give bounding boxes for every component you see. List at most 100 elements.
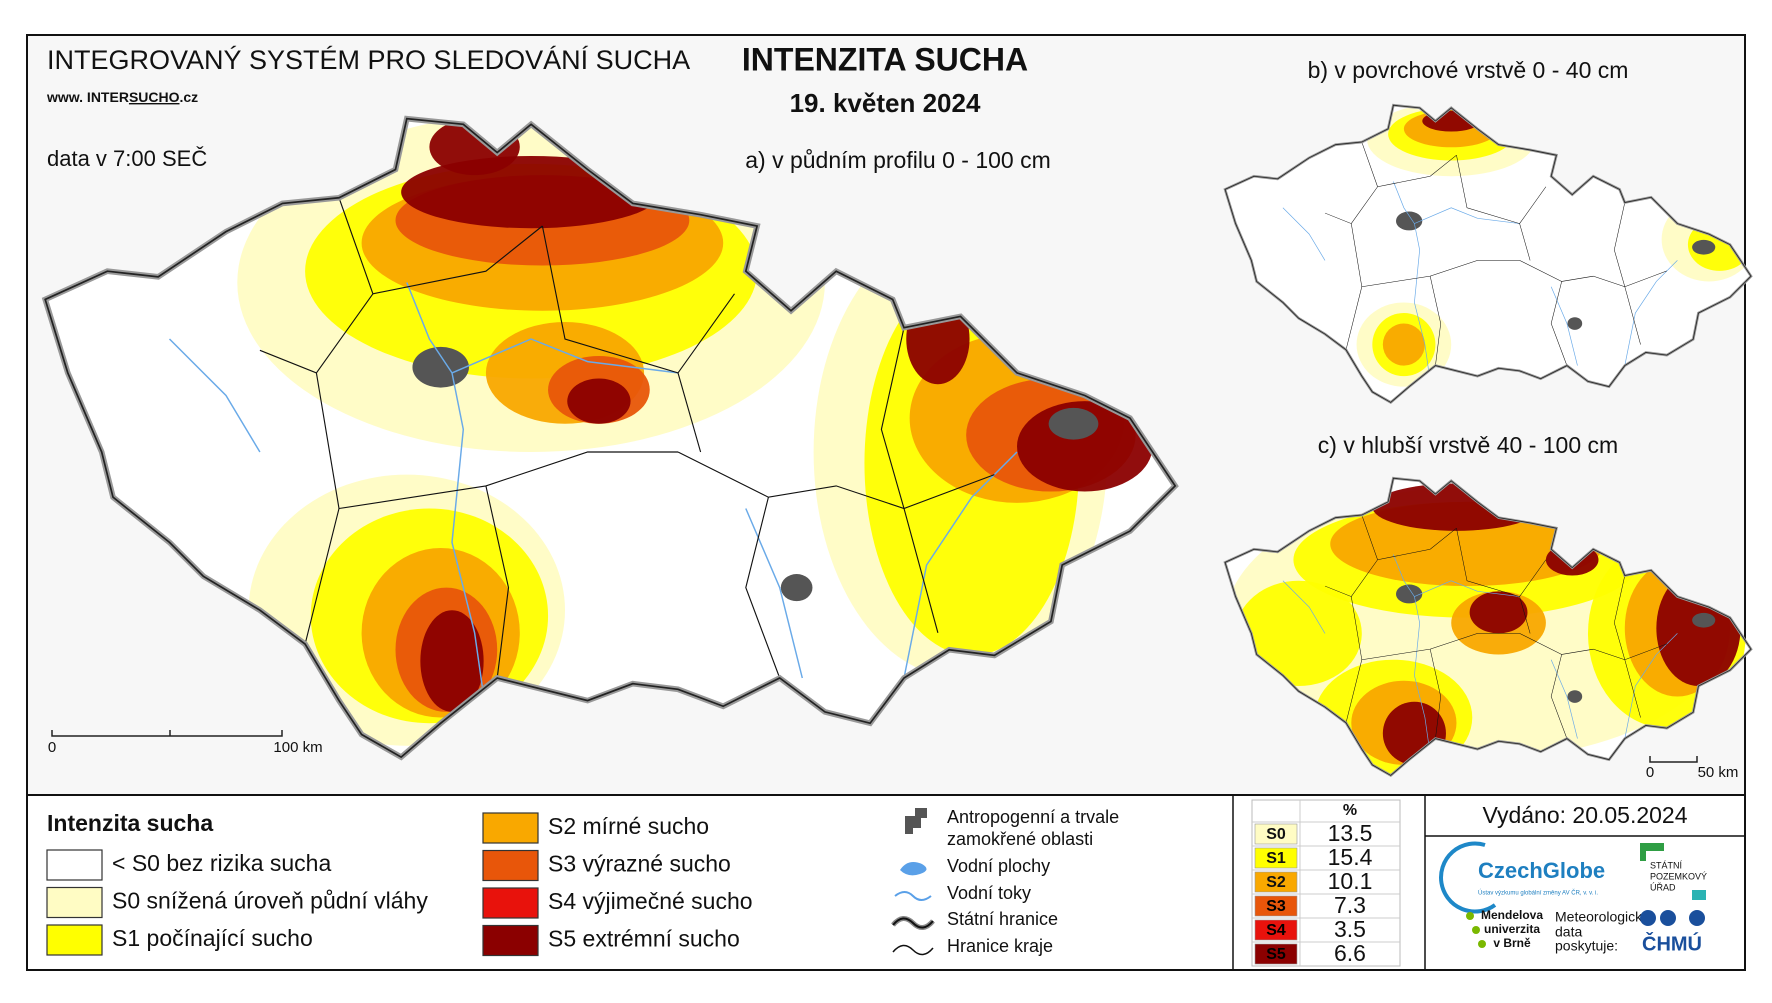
region-border — [745, 497, 781, 679]
spu: POZEMKOVÝ — [1650, 871, 1707, 881]
layer-label: Vodní toky — [947, 883, 1031, 903]
region-border — [541, 225, 735, 374]
legend-label: S0 snížená úroveň půdní vláhy — [112, 888, 428, 914]
map-label: a) v půdním profilu 0 - 100 cm — [745, 147, 1051, 173]
river — [451, 338, 679, 374]
spu-bar — [1640, 843, 1646, 861]
table-class-cell — [1254, 919, 1298, 941]
spu: ÚŘAD — [1650, 882, 1676, 892]
legend-label: S3 výrazné sucho — [548, 851, 731, 877]
urban-area — [1048, 407, 1099, 440]
issued: Vydáno: 20.05.2024 — [1482, 802, 1687, 828]
region-border — [1377, 154, 1457, 188]
legend-swatch — [482, 924, 539, 957]
layer-label: Vodní plochy — [947, 856, 1050, 876]
meteo: data — [1555, 924, 1582, 940]
scale-bar — [51, 730, 283, 737]
region-border — [1324, 514, 1378, 597]
river — [1414, 207, 1520, 224]
chmu-dot — [1660, 910, 1676, 926]
layer-label: Státní hranice — [947, 909, 1058, 929]
date: 19. květen 2024 — [790, 88, 981, 118]
legend-label: S1 počínající sucho — [112, 925, 313, 951]
spu: STÁTNÍ — [1650, 860, 1683, 870]
river — [1624, 633, 1678, 739]
region-border — [1429, 276, 1441, 366]
table-value: 13.5 — [1328, 820, 1373, 846]
drought-area — [1235, 580, 1362, 686]
region-border — [1519, 260, 1667, 287]
urban-area — [1692, 239, 1716, 255]
czechglobe-arc — [1439, 841, 1497, 914]
chmu-dot — [1640, 910, 1656, 926]
table-class: S0 — [1266, 826, 1286, 843]
region-border — [1550, 281, 1568, 366]
region-border — [1519, 633, 1667, 660]
region-border — [1324, 141, 1378, 224]
legend-title: Intenzita sucha — [47, 810, 213, 836]
scale-bar — [1649, 756, 1698, 763]
river — [1282, 580, 1326, 634]
region-border — [1456, 528, 1547, 597]
river — [1282, 207, 1326, 261]
website-part: .cz — [180, 89, 199, 105]
urban-area — [780, 574, 813, 602]
region-border — [1550, 654, 1568, 739]
urban-area — [1567, 690, 1583, 703]
website-part: www. INTER — [46, 89, 129, 105]
urban-icon — [905, 808, 927, 834]
mendel: v Brně — [1493, 936, 1531, 950]
region-border — [1614, 575, 1641, 718]
meteo: Meteorologická — [1555, 909, 1650, 925]
region-icon — [892, 944, 934, 956]
table-value: 6.6 — [1334, 940, 1366, 966]
region-border — [1519, 223, 1531, 261]
region-border — [1519, 596, 1531, 634]
legend-panel — [28, 796, 1744, 969]
table-class: S1 — [1266, 850, 1286, 867]
river-icon — [894, 891, 932, 901]
spu-bar — [1640, 843, 1664, 851]
river — [1414, 580, 1520, 597]
layer-label: Antropogenní a trvale — [947, 807, 1119, 827]
river — [1624, 260, 1678, 366]
urban-area — [1395, 584, 1423, 604]
chmu: ČHMÚ — [1642, 931, 1702, 955]
layer-icons — [891, 808, 935, 956]
region-border — [338, 451, 678, 510]
urban-area — [1395, 211, 1423, 231]
table-class-cell — [1254, 823, 1298, 845]
legend-swatch — [482, 812, 539, 844]
data-time: data v 7:00 SEČ — [47, 146, 207, 171]
scale-label: 0 — [48, 739, 56, 756]
table-class-cell — [1254, 847, 1298, 869]
legend-swatch — [46, 924, 103, 956]
table-frame — [1251, 799, 1401, 967]
region-border — [372, 225, 543, 295]
map-label: c) v hlubší vrstvě 40 - 100 cm — [1318, 432, 1618, 458]
website-part: SUCHO — [129, 89, 180, 105]
table-class-cell — [1254, 943, 1298, 965]
region-border — [1377, 527, 1457, 561]
drought-area — [1469, 591, 1528, 634]
chmu-dot — [1689, 910, 1705, 926]
urban-area — [1692, 612, 1716, 628]
map-label: b) v povrchové vrstvě 0 - 40 cm — [1308, 57, 1629, 83]
legend-swatch — [482, 887, 539, 919]
region-border — [1361, 260, 1520, 287]
region-border — [259, 197, 374, 374]
river — [1550, 659, 1578, 739]
scale-label: 0 — [1646, 764, 1654, 781]
layer-label: Hranice kraje — [947, 936, 1053, 956]
mendel: Mendelova — [1481, 908, 1543, 922]
river — [1393, 181, 1431, 382]
legend-label: < S0 bez rizika sucha — [112, 850, 331, 876]
legend-label: S5 extrémní sucho — [548, 926, 740, 952]
scale-label: 50 km — [1698, 764, 1739, 781]
scale-label: 100 km — [273, 739, 322, 756]
region-border — [1614, 202, 1641, 345]
table-class: S4 — [1266, 922, 1286, 939]
table-value: 7.3 — [1334, 892, 1366, 918]
region-border — [880, 327, 939, 633]
